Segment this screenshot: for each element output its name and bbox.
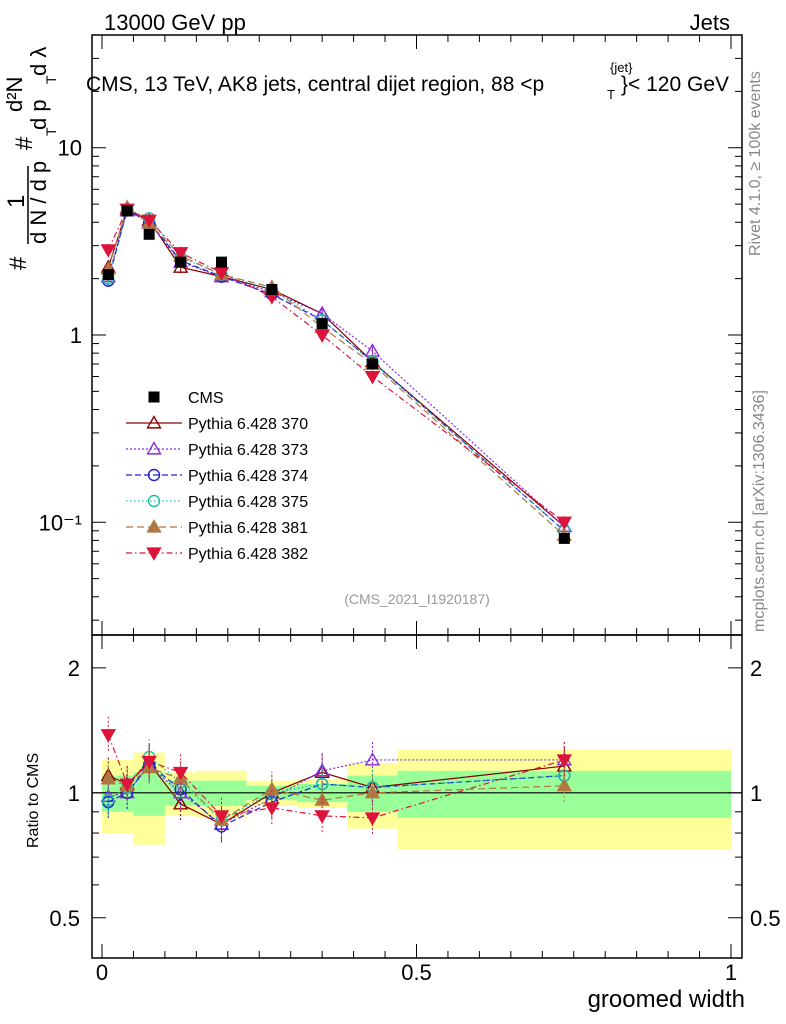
ratio-series-point [556, 754, 573, 768]
mcplots-label: mcplots.cern.ch [arXiv:1306.3436] [751, 390, 768, 632]
top-y-axis-title: # 1 d N / d p T # d²N d p T d λ [2, 47, 59, 270]
series-point [141, 214, 157, 229]
ratio-plot-panel: 0 0.5 1 0.5 0.5 1 1 2 2 [49, 35, 781, 985]
analysis-id-label: (CMS_2021_I1920187) [344, 591, 490, 607]
legend-label: CMS [188, 390, 224, 407]
legend-label: Pythia 6.428 374 [188, 468, 308, 485]
legend-marker [147, 494, 161, 508]
legend-marker-data [148, 391, 160, 403]
y-title-dp: d p [26, 99, 51, 130]
x-tick-label: 1 [725, 960, 737, 985]
series-point [314, 329, 330, 343]
ratio-series-point [172, 766, 189, 781]
collision-label: 13000 GeV pp [104, 10, 246, 35]
ratio-y-tick-label-left: 0.5 [49, 906, 80, 931]
x-tick-label: 0.5 [401, 960, 432, 985]
top-y-tick-label: 10 [58, 136, 82, 161]
legend-marker [147, 468, 161, 482]
series-point [364, 370, 381, 385]
series-point [556, 516, 573, 531]
data-point [316, 318, 328, 330]
ratio-series-point [556, 777, 573, 792]
y-title-t1: T [43, 127, 59, 136]
data-point [121, 205, 133, 217]
data-point [143, 228, 155, 240]
data-point [366, 358, 378, 370]
ratio-y-tick-label-right: 1 [750, 781, 762, 806]
y-title-d2n: d²N [2, 77, 27, 112]
legend-label: Pythia 6.428 373 [188, 442, 308, 459]
ratio-y-axis-title: Ratio to CMS [25, 753, 42, 848]
ratio-y-tick-label-right: 2 [750, 656, 762, 681]
plot-title-sub: T [607, 87, 615, 102]
ratio-y-tick-label-left: 2 [68, 656, 80, 681]
plot-title-main: CMS, 13 TeV, AK8 jets, central dijet reg… [86, 73, 544, 96]
ratio-y-tick-label-right: 0.5 [750, 906, 781, 931]
y-title-t2: T [43, 75, 59, 84]
legend-label: Pythia 6.428 382 [188, 546, 308, 563]
y-title-dlambda: d λ [26, 47, 51, 76]
rivet-version-label: Rivet 4.1.0, ≥ 100k events [747, 71, 764, 256]
legend-marker [146, 547, 162, 561]
data-point [558, 532, 570, 544]
ratio-series-point [314, 810, 330, 824]
ratio-series-point [100, 771, 116, 785]
main-plot-panel: 10⁻¹ 1 10 [39, 34, 743, 636]
plot-title-suffix: }< 120 GeV [621, 73, 729, 96]
main-plot-frame [91, 34, 743, 636]
legend-marker [146, 441, 162, 455]
category-label: Jets [690, 10, 730, 35]
data-point [216, 256, 228, 268]
ratio-series-point [141, 755, 157, 770]
data-point [175, 256, 187, 268]
plot-title: CMS, 13 TeV, AK8 jets, central dijet reg… [86, 60, 729, 102]
x-tick-label: 0 [96, 960, 108, 985]
legend-label: Pythia 6.428 375 [188, 494, 308, 511]
ratio-series-point [364, 784, 381, 799]
data-point [102, 269, 114, 281]
ratio-series-line [108, 763, 565, 828]
plot-title-sup: {jet} [610, 60, 633, 75]
ratio-y-tick-label-left: 1 [68, 781, 80, 806]
y-title-hash-1: # [5, 256, 32, 270]
series-point [213, 267, 230, 281]
ratio-series-point [264, 802, 280, 816]
ratio-series-point [213, 810, 230, 824]
y-title-dn-dpt: d N / d p [26, 161, 51, 244]
legend-label: Pythia 6.428 370 [188, 416, 308, 433]
ratio-series-point [315, 777, 329, 791]
legend-label: Pythia 6.428 381 [188, 520, 308, 537]
legend-marker [146, 519, 162, 533]
y-title-one: 1 [3, 195, 30, 208]
ratio-series-point [364, 752, 381, 766]
ratio-series-point [364, 812, 381, 826]
ratio-series-point [100, 729, 116, 743]
data-point [266, 283, 278, 295]
ratio-series-point [172, 796, 189, 810]
legend-marker [146, 415, 162, 429]
y-title-hash-2: # [11, 136, 38, 150]
legend: CMS Pythia 6.428 370 Pythia 6.428 373 Pythi… [126, 390, 308, 563]
series-point [172, 247, 189, 261]
series-line [107, 208, 565, 532]
top-y-tick-label: 10⁻¹ [39, 510, 82, 535]
top-y-tick-label: 1 [70, 323, 82, 348]
series-point [100, 244, 116, 258]
ratio-series-point [119, 778, 135, 792]
x-axis-title: groomed width [588, 986, 745, 1013]
